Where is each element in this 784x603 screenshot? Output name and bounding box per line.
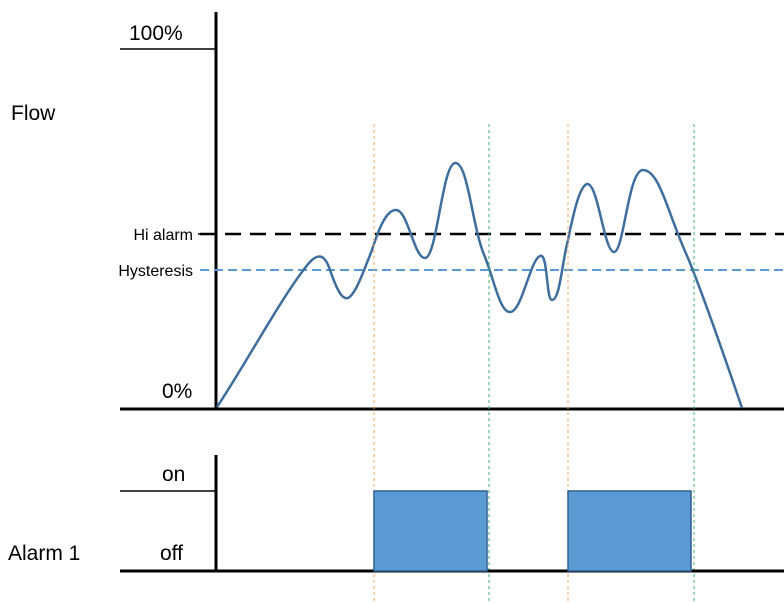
flow-max-label: 100% xyxy=(129,22,183,45)
alarm-on-label: on xyxy=(162,463,185,486)
alarm-active-period-2 xyxy=(567,490,692,572)
flow-signal-curve xyxy=(215,161,744,409)
flow-title: Flow xyxy=(11,102,56,125)
flow-panel: 100% Flow Hi alarm Hysteresis 0% xyxy=(11,12,784,411)
transition-markers xyxy=(373,124,695,603)
alarm-title: Alarm 1 xyxy=(8,542,80,565)
flow-min-label: 0% xyxy=(162,380,192,403)
alarm-panel: on Alarm 1 off xyxy=(8,455,784,573)
hysteresis-label: Hysteresis xyxy=(118,263,193,280)
alarm-active-period-1 xyxy=(373,490,488,572)
hi-alarm-label: Hi alarm xyxy=(133,227,193,244)
alarm-off-label: off xyxy=(160,542,183,565)
